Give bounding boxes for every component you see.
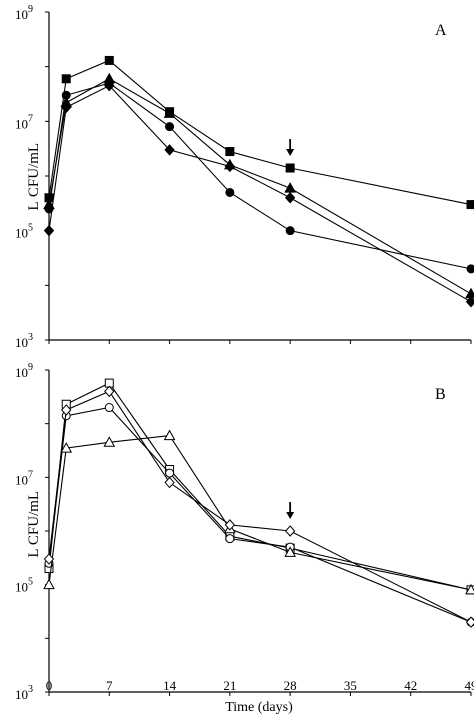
panel-a-arrow-head (286, 149, 295, 157)
panel-a-y-tick-label: 107 (15, 113, 33, 131)
panel-b-triangle-point (103, 436, 116, 447)
panel-b-diamond-point (465, 616, 474, 628)
panel-b-series-triangle-line (48, 434, 472, 591)
panel-b-y-tick-label: 109 (15, 362, 33, 380)
panel-b-x-tick-label: 28 (284, 678, 297, 693)
panel-b-x-tick-label: 7 (106, 678, 113, 693)
panel-b-y-tick-label: 105 (15, 577, 33, 595)
panel-a-diamond-point (104, 79, 115, 92)
panel-b-triangle-point (284, 546, 296, 557)
panel-a-triangle-point (163, 107, 176, 118)
panel-b-y-tick-label: 107 (15, 469, 33, 487)
panel-a-diamond-point (61, 101, 72, 114)
panel-a-square-point (61, 74, 71, 84)
panel-a-diamond-point (465, 296, 474, 308)
panel-b-diamond-point (61, 404, 72, 416)
panel-b-circle-point (165, 468, 175, 478)
panel-b-x-tick-label: 0 (46, 678, 53, 693)
panel-a-square-point (104, 55, 114, 65)
panel-b-diamond-point (284, 525, 296, 537)
panel-a-square-point (225, 147, 235, 157)
panel-b-x-tick-label: 14 (163, 678, 177, 693)
x-axis-title: Time (days) (225, 700, 293, 715)
panel-b-triangle-point (163, 429, 176, 441)
panel-a-diamond-point (164, 144, 175, 156)
panel-b-ylabel-prefix: L (26, 548, 42, 557)
panel-b-triangle-point (60, 442, 73, 453)
panel-b-diamond-point (104, 385, 115, 398)
panel-b-ylabel: CFU/mL (26, 491, 42, 545)
panel-a-circle-point (285, 226, 295, 236)
panel-a-y-tick-label: 105 (15, 223, 33, 241)
panel-b-series-diamond-line (48, 390, 472, 623)
panel-b-label: B (435, 386, 446, 403)
panel-a-triangle-point (43, 198, 55, 210)
panel-b-triangle-point (43, 578, 55, 590)
panel-b-diamond-point (43, 553, 55, 565)
panel-b-x-tick-label: 35 (344, 678, 357, 693)
panel-a-circle-point (466, 264, 474, 274)
panel-b-circle-point (104, 403, 114, 413)
panel-b-diamond-point (224, 519, 236, 531)
panel-a-ylabel-prefix: L (26, 201, 42, 210)
panel-b-x-tick-label: 49 (465, 678, 474, 693)
panel-a-diamond-point (43, 224, 55, 237)
panel-b-circle-point (225, 534, 235, 544)
panel-b-series-square-line (48, 382, 472, 591)
panel-a-square-point (285, 163, 295, 173)
panel-a-y-tick-label: 103 (15, 332, 33, 350)
panel-a: A CFU/mL L 103 105 107 109 (15, 4, 474, 350)
panel-a-triangle-point (284, 182, 296, 193)
panel-b-y-tick-label: 103 (15, 684, 33, 702)
panel-a-diamond-point (224, 160, 236, 173)
panel-b: B CFU/mL L 103 105 107 109 0 7 14 21 28 35 42 49 (15, 362, 474, 702)
panel-a-diamond-point (284, 192, 296, 204)
panel-a-ylabel: CFU/mL (26, 143, 42, 197)
panel-b-x-tick-label: 21 (223, 678, 236, 693)
panel-a-circle-point (225, 187, 235, 197)
panel-b-diamond-point (164, 476, 175, 489)
panel-a-label: A (435, 22, 447, 39)
panel-a-series-diamond-line (48, 84, 472, 303)
panel-a-square-point (466, 200, 474, 210)
panel-a-circle-point (165, 122, 175, 132)
panel-a-triangle-point (465, 287, 474, 299)
panel-b-x-tick-label: 42 (404, 678, 417, 693)
panel-a-series-triangle-line (48, 78, 472, 295)
panel-a-y-tick-label: 109 (15, 4, 33, 22)
panel-b-arrow-head (286, 512, 295, 519)
